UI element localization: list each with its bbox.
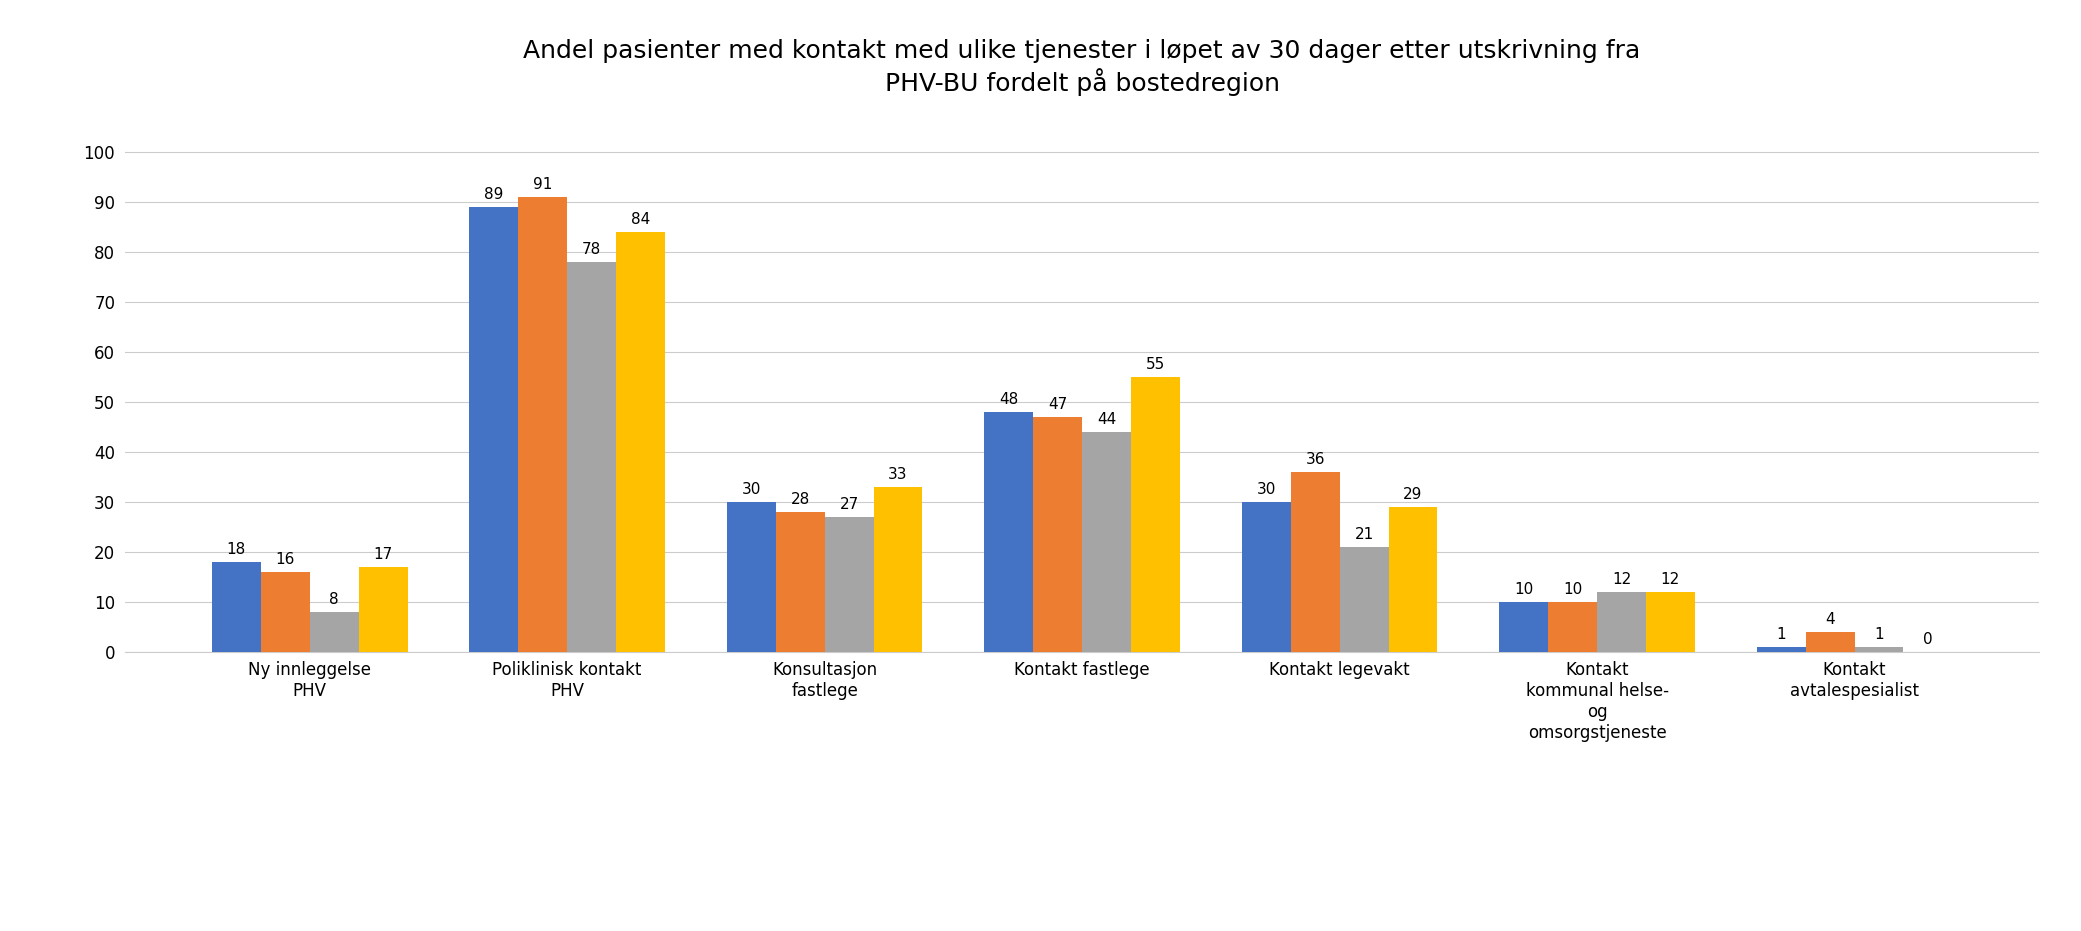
Bar (1032, 417, 1082, 652)
Bar (824, 517, 874, 652)
Bar (1854, 647, 1904, 652)
Bar (1548, 601, 1596, 652)
Text: 12: 12 (1661, 572, 1679, 587)
Bar (1806, 632, 1854, 652)
Bar (1596, 592, 1646, 652)
Bar (358, 567, 408, 652)
Text: 10: 10 (1515, 582, 1534, 597)
Bar (984, 412, 1032, 652)
Bar (212, 561, 260, 652)
Title: Andel pasienter med kontakt med ulike tjenester i løpet av 30 dager etter utskri: Andel pasienter med kontakt med ulike tj… (524, 39, 1640, 96)
Text: 4: 4 (1825, 612, 1835, 627)
Bar (1132, 377, 1180, 652)
Text: 33: 33 (889, 466, 907, 481)
Text: 0: 0 (1923, 632, 1933, 647)
Text: 44: 44 (1097, 412, 1115, 426)
Bar (1242, 502, 1290, 652)
Bar (310, 612, 358, 652)
Bar (470, 207, 518, 652)
Bar (874, 487, 922, 652)
Text: 78: 78 (583, 242, 601, 257)
Bar (1498, 601, 1548, 652)
Text: 84: 84 (631, 211, 649, 227)
Text: 30: 30 (1257, 481, 1276, 497)
Text: 55: 55 (1147, 357, 1165, 371)
Text: 21: 21 (1355, 527, 1373, 542)
Text: 91: 91 (533, 177, 551, 192)
Text: 8: 8 (329, 592, 339, 607)
Text: 28: 28 (791, 492, 810, 506)
Bar (568, 262, 616, 652)
Bar (726, 502, 776, 652)
Bar (260, 572, 310, 652)
Text: 1: 1 (1777, 627, 1785, 641)
Text: 48: 48 (999, 392, 1018, 407)
Bar (1340, 546, 1388, 652)
Text: 36: 36 (1305, 452, 1326, 466)
Text: 27: 27 (839, 497, 859, 512)
Bar (1290, 472, 1340, 652)
Text: 47: 47 (1049, 397, 1068, 412)
Text: 1: 1 (1875, 627, 1883, 641)
Bar (616, 232, 666, 652)
Bar (518, 196, 568, 652)
Text: 16: 16 (275, 552, 296, 567)
Text: 17: 17 (372, 546, 393, 561)
Bar (776, 512, 824, 652)
Bar (1082, 432, 1132, 652)
Bar (1646, 592, 1694, 652)
Text: 30: 30 (741, 481, 762, 497)
Bar (1388, 506, 1438, 652)
Bar (1756, 647, 1806, 652)
Text: 12: 12 (1613, 572, 1632, 587)
Text: 29: 29 (1403, 487, 1423, 502)
Text: 89: 89 (485, 187, 504, 202)
Text: 18: 18 (227, 542, 246, 557)
Text: 10: 10 (1563, 582, 1582, 597)
